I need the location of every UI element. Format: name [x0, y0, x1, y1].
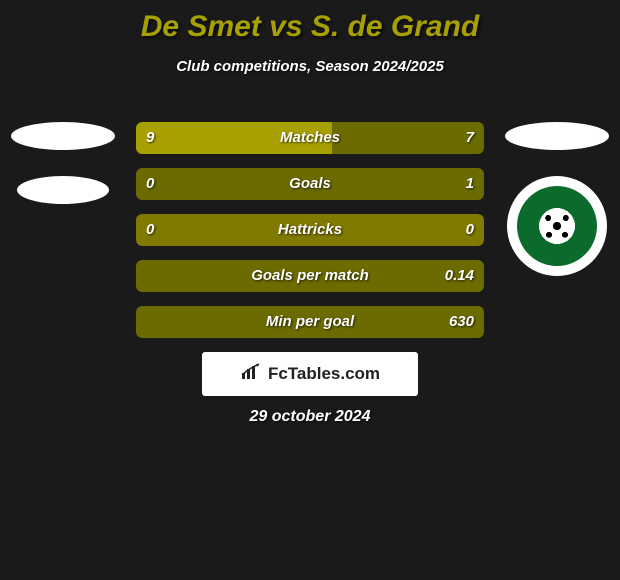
- stat-row: Goals per match0.14: [136, 260, 484, 292]
- stat-label: Hattricks: [136, 214, 484, 246]
- stat-value-right: 0.14: [445, 260, 474, 292]
- stat-label: Goals per match: [136, 260, 484, 292]
- right-badge-placeholder-1: [505, 122, 609, 150]
- attribution-badge[interactable]: FcTables.com: [202, 352, 418, 396]
- stat-row: 0Hattricks0: [136, 214, 484, 246]
- right-player-badges: [502, 122, 612, 276]
- stat-value-right: 0: [466, 214, 474, 246]
- stat-row: 9Matches7: [136, 122, 484, 154]
- right-club-logo: [507, 176, 607, 276]
- left-badge-placeholder-1: [11, 122, 115, 150]
- stat-row: Min per goal630: [136, 306, 484, 338]
- player-right-name: S. de Grand: [311, 10, 479, 43]
- stats-panel: 9Matches70Goals10Hattricks0Goals per mat…: [136, 122, 484, 352]
- bar-chart-icon: [240, 363, 262, 386]
- title-vs: vs: [261, 10, 311, 43]
- stat-label: Matches: [136, 122, 484, 154]
- club-logo-ring: [517, 186, 597, 266]
- subtitle: Club competitions, Season 2024/2025: [0, 58, 620, 75]
- stat-value-right: 1: [466, 168, 474, 200]
- soccer-ball-icon: [537, 206, 577, 246]
- snapshot-date: 29 october 2024: [0, 408, 620, 426]
- stat-value-right: 7: [466, 122, 474, 154]
- left-badge-placeholder-2: [17, 176, 109, 204]
- stat-value-right: 630: [449, 306, 474, 338]
- stat-label: Goals: [136, 168, 484, 200]
- attribution-text: FcTables.com: [268, 364, 380, 384]
- comparison-card: De Smet vs S. de Grand Club competitions…: [0, 0, 620, 75]
- player-left-name: De Smet: [141, 10, 261, 43]
- stat-row: 0Goals1: [136, 168, 484, 200]
- page-title: De Smet vs S. de Grand: [0, 0, 620, 44]
- left-player-badges: [8, 122, 118, 230]
- stat-label: Min per goal: [136, 306, 484, 338]
